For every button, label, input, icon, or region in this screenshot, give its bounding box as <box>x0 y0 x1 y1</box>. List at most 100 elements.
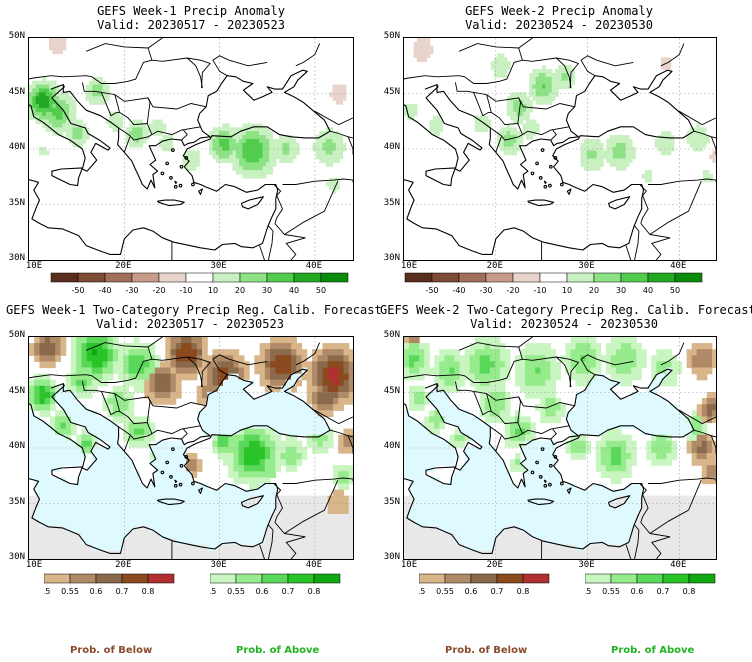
anomaly-colorbar-swatch <box>212 272 241 283</box>
anomaly-colorbar-tick-label: -40 <box>452 286 465 295</box>
lon-label: 30E <box>210 560 227 570</box>
anomaly-colorbar-swatch <box>566 272 595 283</box>
lon-label: 30E <box>578 261 595 271</box>
map-week1-prob-borders <box>29 337 353 559</box>
map-panel-week2-anomaly <box>403 37 717 261</box>
prob-above-colorbar-tick-label: 0.8 <box>683 587 696 596</box>
anomaly-colorbar-tick-label: 50 <box>316 286 326 295</box>
anomaly-colorbar-swatch <box>293 272 322 283</box>
anomaly-colorbar-tick-label: -30 <box>125 286 138 295</box>
prob-below-colorbar-swatch <box>44 573 71 584</box>
map-week1-anomaly-borders <box>29 38 353 260</box>
anomaly-colorbar-swatch <box>512 272 541 283</box>
anomaly-colorbar-tick-label: -50 <box>425 286 438 295</box>
prob-above-colorbar-swatch <box>287 573 315 584</box>
map-week1-prob-gridlines <box>29 337 353 559</box>
lon-label: 10E <box>25 560 43 570</box>
lat-label: 40N <box>8 142 25 152</box>
anomaly-colorbar-tick-label: 20 <box>235 286 245 295</box>
lon-label: 20E <box>115 560 132 570</box>
lat-label: 50N <box>8 330 25 340</box>
lat-label: 30N <box>8 552 25 562</box>
anomaly-colorbar-tick-label: 10 <box>562 286 572 295</box>
prob-below-colorbar-swatch <box>69 573 97 584</box>
anomaly-colorbar-tick-label: 10 <box>208 286 218 295</box>
lat-label: 35N <box>383 197 400 208</box>
prob-above-colorbar-tick-label: 0.8 <box>308 587 321 596</box>
anomaly-colorbar-tick-label: -40 <box>98 286 111 295</box>
prob-below-colorbar-tick-label: 0.55 <box>61 587 79 596</box>
lat-label: 35N <box>383 496 400 507</box>
anomaly-colorbar-tick-label: 30 <box>262 286 272 295</box>
lon-label: 40E <box>305 261 322 271</box>
prob-below-colorbar-tick-label: 0.6 <box>90 587 103 596</box>
prob-below-colorbar-tick-label: 0.8 <box>142 587 155 596</box>
prob-below-colorbar-tick-label: 0.7 <box>491 587 504 596</box>
map-panel-week1-anomaly <box>28 37 354 261</box>
anomaly-colorbar-swatch <box>320 272 349 283</box>
prob-above-colorbar-tick-label: 0.5 <box>210 587 216 596</box>
map-week1-prob-field <box>29 337 353 559</box>
prob-above-colorbar-swatch <box>662 573 690 584</box>
anomaly-colorbar-tick-label: 20 <box>589 286 599 295</box>
prob-above-colorbar-swatch <box>235 573 263 584</box>
lon-label: 20E <box>115 261 132 271</box>
prob-below-colorbar-tick-label: 0.7 <box>116 587 129 596</box>
lat-label: 45N <box>383 385 400 396</box>
prob-above-colorbar-swatch <box>585 573 612 584</box>
lat-label: 50N <box>8 31 25 41</box>
prob-below-colorbar-swatch <box>121 573 149 584</box>
lon-label: 10E <box>400 560 418 570</box>
anomaly-colorbar-swatch <box>131 272 160 283</box>
lon-label: 20E <box>486 560 503 570</box>
prob-above-label-week2: Prob. of Above <box>611 645 695 656</box>
anomaly-colorbar-swatch <box>620 272 649 283</box>
prob-below-colorbar-swatch <box>95 573 123 584</box>
lat-label: 40N <box>8 441 25 451</box>
anomaly-colorbar-swatch <box>431 272 460 283</box>
anomaly-colorbar-swatch <box>266 272 295 283</box>
anomaly-colorbar-swatch <box>674 272 703 283</box>
prob-above-colorbar-week1: 0.5 0.55 0.6 0.7 0.8 <box>210 573 341 596</box>
anomaly-colorbar-tick-label: 50 <box>670 286 680 295</box>
lon-label: 20E <box>486 261 503 271</box>
anomaly-colorbar-tick-label: -50 <box>71 286 84 295</box>
anomaly-colorbar-tick-label: -10 <box>179 286 192 295</box>
anomaly-colorbar-swatch <box>239 272 268 283</box>
anomaly-colorbar-swatch <box>185 272 214 283</box>
prob-above-colorbar-tick-label: 0.6 <box>631 587 644 596</box>
anomaly-colorbar-swatch <box>104 272 133 283</box>
lon-label: 40E <box>670 560 687 570</box>
lat-label: 50N <box>383 31 400 41</box>
panel-1-title: GEFS Week-1 Precip Anomaly <box>97 4 285 18</box>
map-week2-anomaly-borders <box>404 38 716 260</box>
prob-above-colorbar-swatch <box>688 573 716 584</box>
prob-above-colorbar-tick-label: 0.55 <box>602 587 620 596</box>
prob-below-colorbar-week2: 0.5 0.55 0.6 0.7 0.8 <box>419 573 550 596</box>
prob-above-colorbar-swatch <box>313 573 341 584</box>
map-week2-anomaly-field <box>404 38 716 183</box>
anomaly-colorbar-swatch <box>50 272 79 283</box>
anomaly-colorbar-swatch <box>593 272 622 283</box>
anomaly-colorbar-swatch <box>158 272 187 283</box>
lat-label: 45N <box>8 385 25 396</box>
lon-label: 40E <box>670 261 687 271</box>
map-panel-week2-prob <box>403 336 717 560</box>
prob-above-colorbar-tick-label: 0.55 <box>227 587 245 596</box>
lon-label: 30E <box>210 261 227 271</box>
prob-below-colorbar-swatch <box>444 573 472 584</box>
prob-below-colorbar-swatch <box>419 573 446 584</box>
anomaly-colorbar-week1: -50 -40 -30 -20 -10 10 20 30 40 50 <box>50 272 349 295</box>
prob-above-colorbar-swatch <box>210 573 237 584</box>
anomaly-colorbar-tick-label: 40 <box>289 286 299 295</box>
lat-label: 50N <box>383 330 400 340</box>
anomaly-colorbar-tick-label: -20 <box>506 286 519 295</box>
anomaly-colorbar-swatch <box>539 272 568 283</box>
lat-label: 30N <box>8 253 25 263</box>
prob-above-colorbar-week2: 0.5 0.55 0.6 0.7 0.8 <box>585 573 716 596</box>
prob-below-colorbar-tick-label: 0.5 <box>44 587 50 596</box>
anomaly-colorbar-tick-label: -20 <box>152 286 165 295</box>
lat-label: 45N <box>8 86 25 97</box>
prob-above-colorbar-tick-label: 0.5 <box>585 587 591 596</box>
anomaly-colorbar-swatch <box>458 272 487 283</box>
